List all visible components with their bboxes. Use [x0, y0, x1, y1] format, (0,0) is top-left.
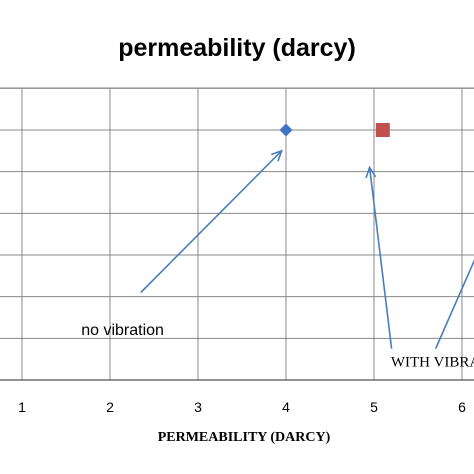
x-tick-label: 5 [370, 399, 378, 415]
x-tick-labels: 1 2 3 4 5 6 [18, 399, 466, 415]
arrow-head [365, 165, 377, 179]
annotation-label: no vibration [81, 322, 164, 339]
x-axis-label: PERMEABILITY (DARCY) [158, 430, 331, 445]
arrow-head [270, 149, 283, 162]
x-tick-label: 3 [194, 399, 202, 415]
annotation-arrow [140, 150, 283, 294]
x-tick-label: 2 [106, 399, 114, 415]
annotation-label: WITH VIBRATION [391, 354, 474, 370]
annotation-arrow [368, 167, 393, 349]
annotations: no vibration WITH VIBRATION [81, 149, 474, 370]
annotation-arrow [434, 259, 474, 350]
x-tick-label: 1 [18, 399, 26, 415]
data-points [279, 123, 390, 137]
grid [0, 87, 474, 381]
x-tick-label: 6 [458, 399, 466, 415]
data-point-diamond [279, 123, 293, 137]
data-point-square [375, 123, 390, 137]
x-tick-label: 4 [282, 399, 290, 415]
chart-title: permeability (darcy) [118, 34, 356, 62]
